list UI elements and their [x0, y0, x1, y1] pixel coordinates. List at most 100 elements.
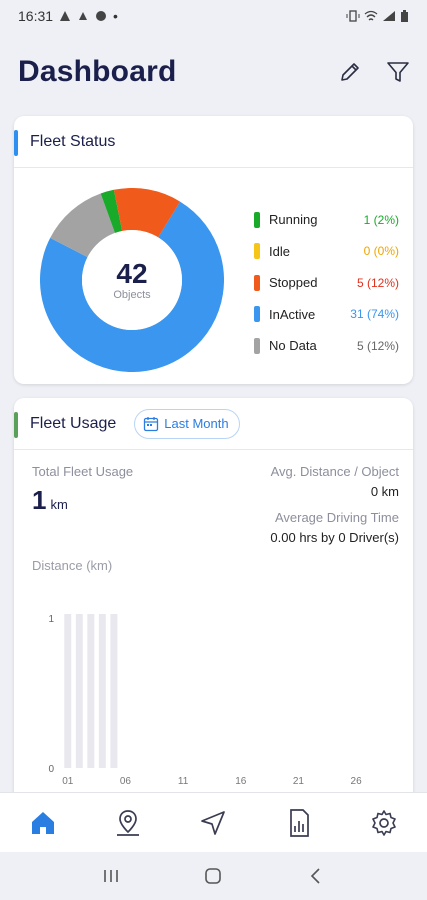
fleet-status-header: Fleet Status: [14, 116, 413, 168]
idle-swatch: [254, 243, 260, 260]
x-tick-label: 11: [178, 776, 189, 787]
recent-apps-icon: [104, 870, 118, 882]
legend-item-stopped[interactable]: Stopped 5 (12%): [254, 267, 399, 299]
recent-apps-button[interactable]: [91, 861, 131, 891]
navigation-arrow-icon: [201, 810, 226, 835]
stopped-swatch: [254, 274, 260, 291]
fleet-status-donut[interactable]: 42 Objects: [40, 188, 224, 372]
clock: 16:31: [18, 8, 54, 24]
legend-label: Running: [269, 212, 318, 228]
legend-value: 31 (74%): [350, 307, 399, 322]
system-nav-bar: [0, 852, 427, 900]
total-usage-value-wrap: 1 km: [32, 485, 133, 516]
fleet-status-accent: [14, 130, 18, 156]
legend-value: 0 (0%): [363, 244, 399, 259]
avg-driving-time-label: Average Driving Time: [274, 510, 399, 525]
nav-home[interactable]: [23, 803, 63, 843]
report-icon: [290, 808, 309, 837]
fleet-usage-title: Fleet Usage: [30, 414, 117, 432]
inactive-swatch: [254, 306, 260, 323]
legend-item-inactive[interactable]: InActive 31 (74%): [254, 299, 399, 331]
donut-slice-no-data[interactable]: [50, 193, 116, 258]
avg-distance-value: 0 km: [370, 484, 399, 499]
filter-button[interactable]: [385, 59, 411, 85]
no-data-swatch: [254, 337, 260, 354]
total-usage-unit: km: [50, 497, 68, 512]
running-swatch: [254, 211, 260, 228]
legend-label: Stopped: [269, 275, 318, 291]
home-button[interactable]: [193, 861, 233, 891]
location-pin-icon: [117, 809, 140, 836]
bottom-nav: [0, 792, 427, 852]
legend-label: Idle: [269, 243, 290, 259]
wifi-icon: [364, 10, 378, 21]
legend-value: 5 (12%): [356, 338, 399, 353]
y-tick-label: 1: [48, 614, 54, 625]
donut-slice-inactive[interactable]: [40, 201, 224, 372]
x-tick-label: 16: [235, 776, 247, 787]
pencil-icon: [341, 63, 359, 81]
fleet-status-title: Fleet Status: [30, 132, 116, 150]
fleet-usage-accent: [14, 412, 18, 438]
averages-block: Avg. Distance / Object 0 km Average Driv…: [270, 464, 399, 556]
notification-dot: •: [113, 8, 118, 24]
x-tick-label: 21: [293, 776, 305, 787]
x-tick-label: 06: [120, 776, 132, 787]
donut-chart[interactable]: [40, 188, 224, 372]
alert-icon: [60, 11, 71, 21]
legend-item-no-data[interactable]: No Data 5 (12%): [254, 330, 399, 362]
donut-slice-stopped[interactable]: [113, 188, 181, 238]
bar-day-03[interactable]: [87, 614, 95, 768]
fleet-usage-card: Fleet Usage Last Month Total Fleet Usage…: [14, 398, 413, 818]
page-title: Dashboard: [18, 55, 177, 88]
nav-settings[interactable]: [364, 803, 404, 843]
fleet-usage-body: Total Fleet Usage 1 km Avg. Distance / Ob…: [14, 450, 413, 790]
battery-icon: [401, 10, 408, 22]
total-objects-label: Objects: [113, 289, 151, 302]
nav-locations[interactable]: [108, 803, 148, 843]
back-button[interactable]: [296, 861, 336, 891]
nav-navigate[interactable]: [193, 803, 233, 843]
legend-value: 5 (12%): [356, 275, 399, 290]
fleet-usage-header: Fleet Usage Last Month: [14, 398, 413, 450]
legend-item-idle[interactable]: Idle 0 (0%): [254, 236, 399, 268]
total-objects-count: 42: [116, 257, 148, 289]
filter-icon: [387, 62, 409, 82]
donut-slice-running[interactable]: [100, 189, 123, 234]
avg-distance-label: Avg. Distance / Object: [270, 464, 399, 479]
whatsapp-icon: [96, 11, 107, 21]
signal-icon: [383, 11, 395, 21]
avg-driving-time-value: 0.00 hrs by 0 Driver(s): [270, 530, 399, 545]
bar-day-04[interactable]: [98, 614, 106, 768]
bar-day-05[interactable]: [110, 614, 118, 768]
calendar-icon: [144, 416, 159, 431]
fleet-status-card: Fleet Status 42 Objects Running 1 (2%) I…: [14, 116, 413, 384]
back-icon: [310, 868, 320, 884]
distance-bar-chart[interactable]: 1 0 01 06 11 16 21 26: [28, 578, 413, 790]
home-button-icon: [205, 868, 222, 884]
total-usage-block: Total Fleet Usage 1 km: [32, 464, 133, 516]
home-icon: [31, 811, 54, 834]
total-usage-label: Total Fleet Usage: [32, 464, 134, 479]
period-button[interactable]: Last Month: [134, 408, 240, 439]
bar-day-01[interactable]: [64, 614, 72, 768]
status-bar: 16:31 •: [0, 0, 427, 32]
donut-center: 42 Objects: [82, 230, 182, 330]
chart-y-axis-title: Distance (km): [32, 558, 113, 573]
x-tick-label: 26: [351, 776, 363, 787]
x-tick-label: 01: [62, 776, 74, 787]
legend-label: InActive: [269, 306, 316, 322]
edit-button[interactable]: [337, 59, 363, 85]
signal-app-icon: [79, 12, 88, 20]
bar-day-02[interactable]: [75, 614, 83, 768]
period-label: Last Month: [164, 416, 229, 431]
legend-value: 1 (2%): [363, 212, 399, 227]
y-tick-label: 0: [48, 764, 54, 775]
nav-reports[interactable]: [279, 803, 319, 843]
header: Dashboard: [0, 32, 427, 112]
legend-label: No Data: [269, 338, 317, 354]
legend-item-running[interactable]: Running 1 (2%): [254, 204, 399, 236]
fleet-status-legend: Running 1 (2%) Idle 0 (0%) Stopped 5 (12…: [254, 204, 399, 362]
total-usage-value: 1: [32, 485, 47, 515]
vibrate-icon: [346, 10, 360, 22]
